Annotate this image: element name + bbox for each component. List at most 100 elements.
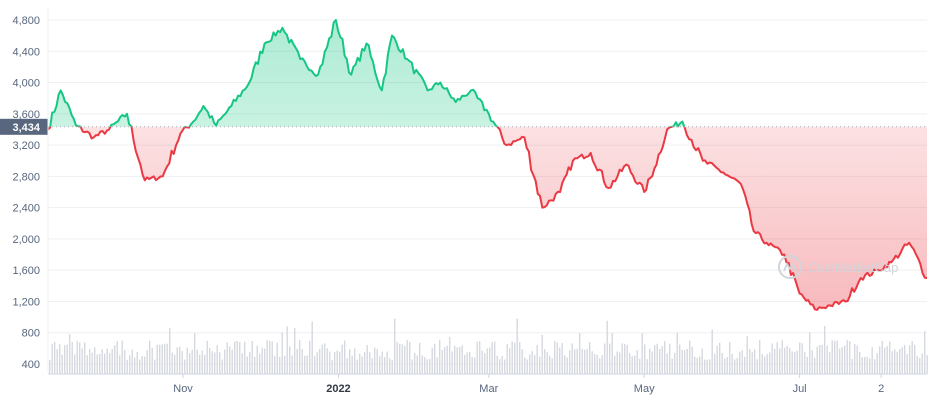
volume-bar: [74, 354, 76, 374]
volume-bar: [769, 352, 771, 374]
volume-bar: [271, 341, 273, 374]
volume-bar: [144, 356, 146, 374]
volume-bar: [706, 359, 708, 374]
volume-bar: [106, 348, 108, 374]
volume-bar: [604, 343, 606, 374]
volume-bar: [591, 351, 593, 374]
volume-bar: [909, 345, 911, 374]
volume-bar: [199, 354, 201, 374]
volume-bar: [116, 341, 118, 374]
volume-bar: [339, 351, 341, 374]
volume-bar: [194, 333, 196, 374]
volume-bar: [479, 341, 481, 374]
watermark-text: CoinMarketCap: [808, 260, 898, 275]
volume-bar: [151, 347, 153, 374]
y-tick-label: 2,400: [12, 203, 40, 215]
volume-bar: [749, 348, 751, 374]
volume-bar: [571, 343, 573, 374]
volume-bar: [344, 340, 346, 374]
volume-bar: [629, 353, 631, 374]
volume-bar: [691, 346, 693, 374]
reference-line-layer: 3,434: [0, 118, 927, 135]
volume-bar: [794, 351, 796, 374]
volume-bar: [396, 341, 398, 374]
volume-bar: [466, 352, 468, 374]
volume-bar: [491, 342, 493, 374]
volume-bar: [246, 356, 248, 374]
volume-bar: [626, 344, 628, 374]
volume-bar: [159, 344, 161, 374]
volume-bar: [361, 356, 363, 374]
volume-bar: [239, 342, 241, 374]
volume-bar: [356, 359, 358, 374]
axis-layer: 4,800 4,400 4,000 3,600 3,200 2,800 2,400 2,000…: [12, 8, 927, 395]
volume-bar: [846, 340, 848, 374]
volume-bar: [96, 354, 98, 374]
volume-bar: [586, 349, 588, 374]
volume-bar: [694, 356, 696, 374]
volume-bar: [139, 359, 141, 374]
volume-bar: [861, 357, 863, 374]
volume-bar: [599, 358, 601, 374]
volume-bar: [314, 356, 316, 374]
y-tick-label: 800: [22, 328, 40, 340]
volume-bar: [834, 340, 836, 374]
x-tick-label: 2022: [326, 383, 350, 395]
volume-bar: [279, 357, 281, 374]
volume-bar: [866, 357, 868, 374]
volume-bar: [226, 342, 228, 374]
volume-bar: [881, 341, 883, 374]
volume-bar: [829, 352, 831, 374]
volume-bar: [816, 346, 818, 374]
volume-bar: [421, 355, 423, 374]
volume-bar: [464, 354, 466, 374]
price-line-layer: [47, 19, 928, 311]
volume-bar: [681, 349, 683, 374]
volume-bar: [256, 345, 258, 374]
volume-bar: [454, 345, 456, 374]
volume-bar: [494, 341, 496, 374]
volume-bar: [739, 351, 741, 374]
volume-bar: [121, 340, 123, 374]
coinmarketcap-logo-mark: [783, 262, 797, 272]
volume-bar: [169, 328, 171, 374]
x-tick-label: May: [634, 383, 655, 395]
volume-bar: [296, 348, 298, 374]
volume-bar: [389, 358, 391, 374]
volume-bar: [269, 340, 271, 374]
volume-bar: [766, 354, 768, 374]
volume-bar: [111, 349, 113, 374]
volume-bar: [814, 357, 816, 374]
volume-bar: [899, 349, 901, 374]
volume-bar: [149, 340, 151, 374]
volume-bar: [731, 353, 733, 374]
volume-bar: [636, 350, 638, 374]
volume-bar: [186, 347, 188, 374]
volume-bar: [704, 359, 706, 374]
volume-bar: [684, 350, 686, 374]
volume-bar: [806, 357, 808, 374]
volume-bar: [924, 331, 926, 374]
area-above-reference: [50, 20, 685, 127]
volume-bar: [884, 347, 886, 374]
volume-bar: [391, 360, 393, 374]
volume-bar: [259, 353, 261, 374]
volume-bar: [476, 341, 478, 374]
volume-bar: [819, 345, 821, 374]
volume-bar: [399, 343, 401, 374]
volume-bar: [869, 358, 871, 374]
volume-bar: [201, 350, 203, 374]
volume-bar: [429, 358, 431, 374]
volume-bar: [499, 359, 501, 374]
volume-bar: [69, 334, 71, 374]
volume-bar: [94, 347, 96, 374]
volume-bar: [564, 355, 566, 374]
volume-bar: [859, 352, 861, 374]
volume-bar: [661, 346, 663, 374]
volume-bar: [274, 355, 276, 374]
volume-bar: [386, 351, 388, 374]
volume-bar: [699, 356, 701, 374]
volume-bar: [714, 353, 716, 374]
